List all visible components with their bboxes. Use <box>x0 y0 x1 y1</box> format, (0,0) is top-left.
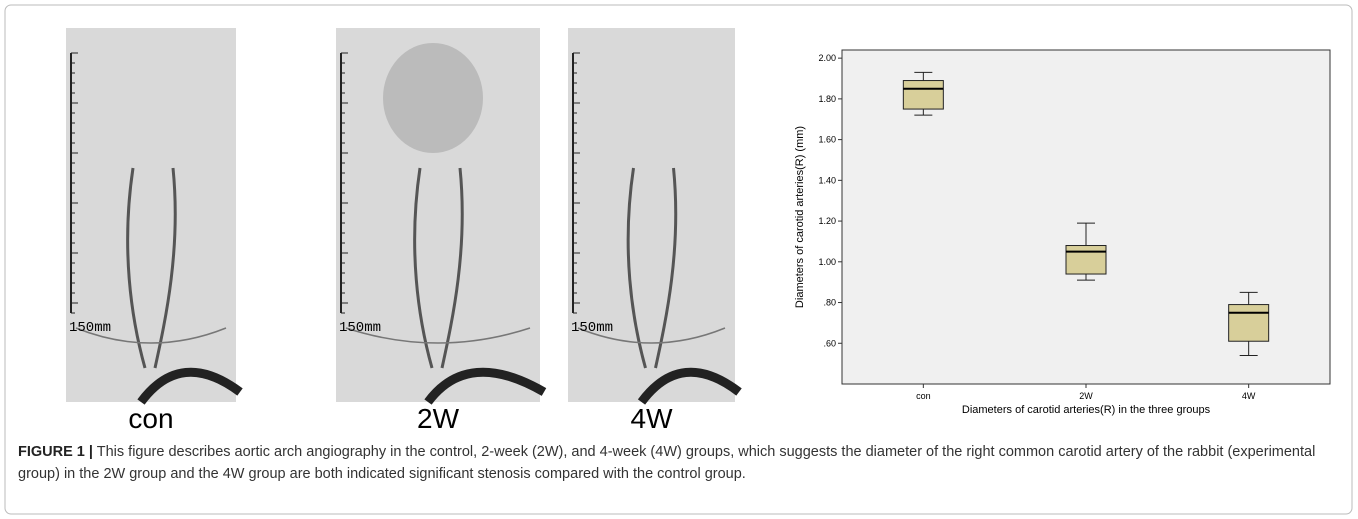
panel-label: con <box>128 403 173 434</box>
y-tick-label: 1.60 <box>818 135 836 145</box>
figure: Diameters of carotid arteries(R) in the … <box>0 0 1358 519</box>
y-tick-label: 1.00 <box>818 257 836 267</box>
x-tick-label: con <box>916 391 931 401</box>
box <box>1066 246 1106 275</box>
y-tick-label: .80 <box>823 298 836 308</box>
y-tick-label: 2.00 <box>818 53 836 63</box>
caption-label: FIGURE 1 | <box>18 444 93 460</box>
panel-label: 2W <box>417 403 460 434</box>
x-axis-label: Diameters of carotid arteries(R) in the … <box>962 404 1211 416</box>
x-tick-label: 4W <box>1242 391 1256 401</box>
caption-text: This figure describes aortic arch angiog… <box>18 444 1315 482</box>
y-tick-label: .60 <box>823 338 836 348</box>
panel-label: 4W <box>631 403 674 434</box>
angiogram <box>66 28 236 402</box>
y-tick-label: 1.20 <box>818 216 836 226</box>
box <box>903 81 943 110</box>
scale-label: 150mm <box>339 320 381 336</box>
caption: FIGURE 1 | This figure describes aortic … <box>18 441 1343 485</box>
y-tick-label: 1.80 <box>818 94 836 104</box>
scale-label: 150mm <box>571 320 613 336</box>
scale-label: 150mm <box>69 320 111 336</box>
y-tick-label: 1.40 <box>818 175 836 185</box>
angiogram <box>568 28 735 402</box>
box <box>1229 305 1269 342</box>
x-tick-label: 2W <box>1079 391 1093 401</box>
y-axis-label: Diameters of carotid arteries(R) (mm) <box>794 126 806 308</box>
shadow <box>383 43 483 153</box>
